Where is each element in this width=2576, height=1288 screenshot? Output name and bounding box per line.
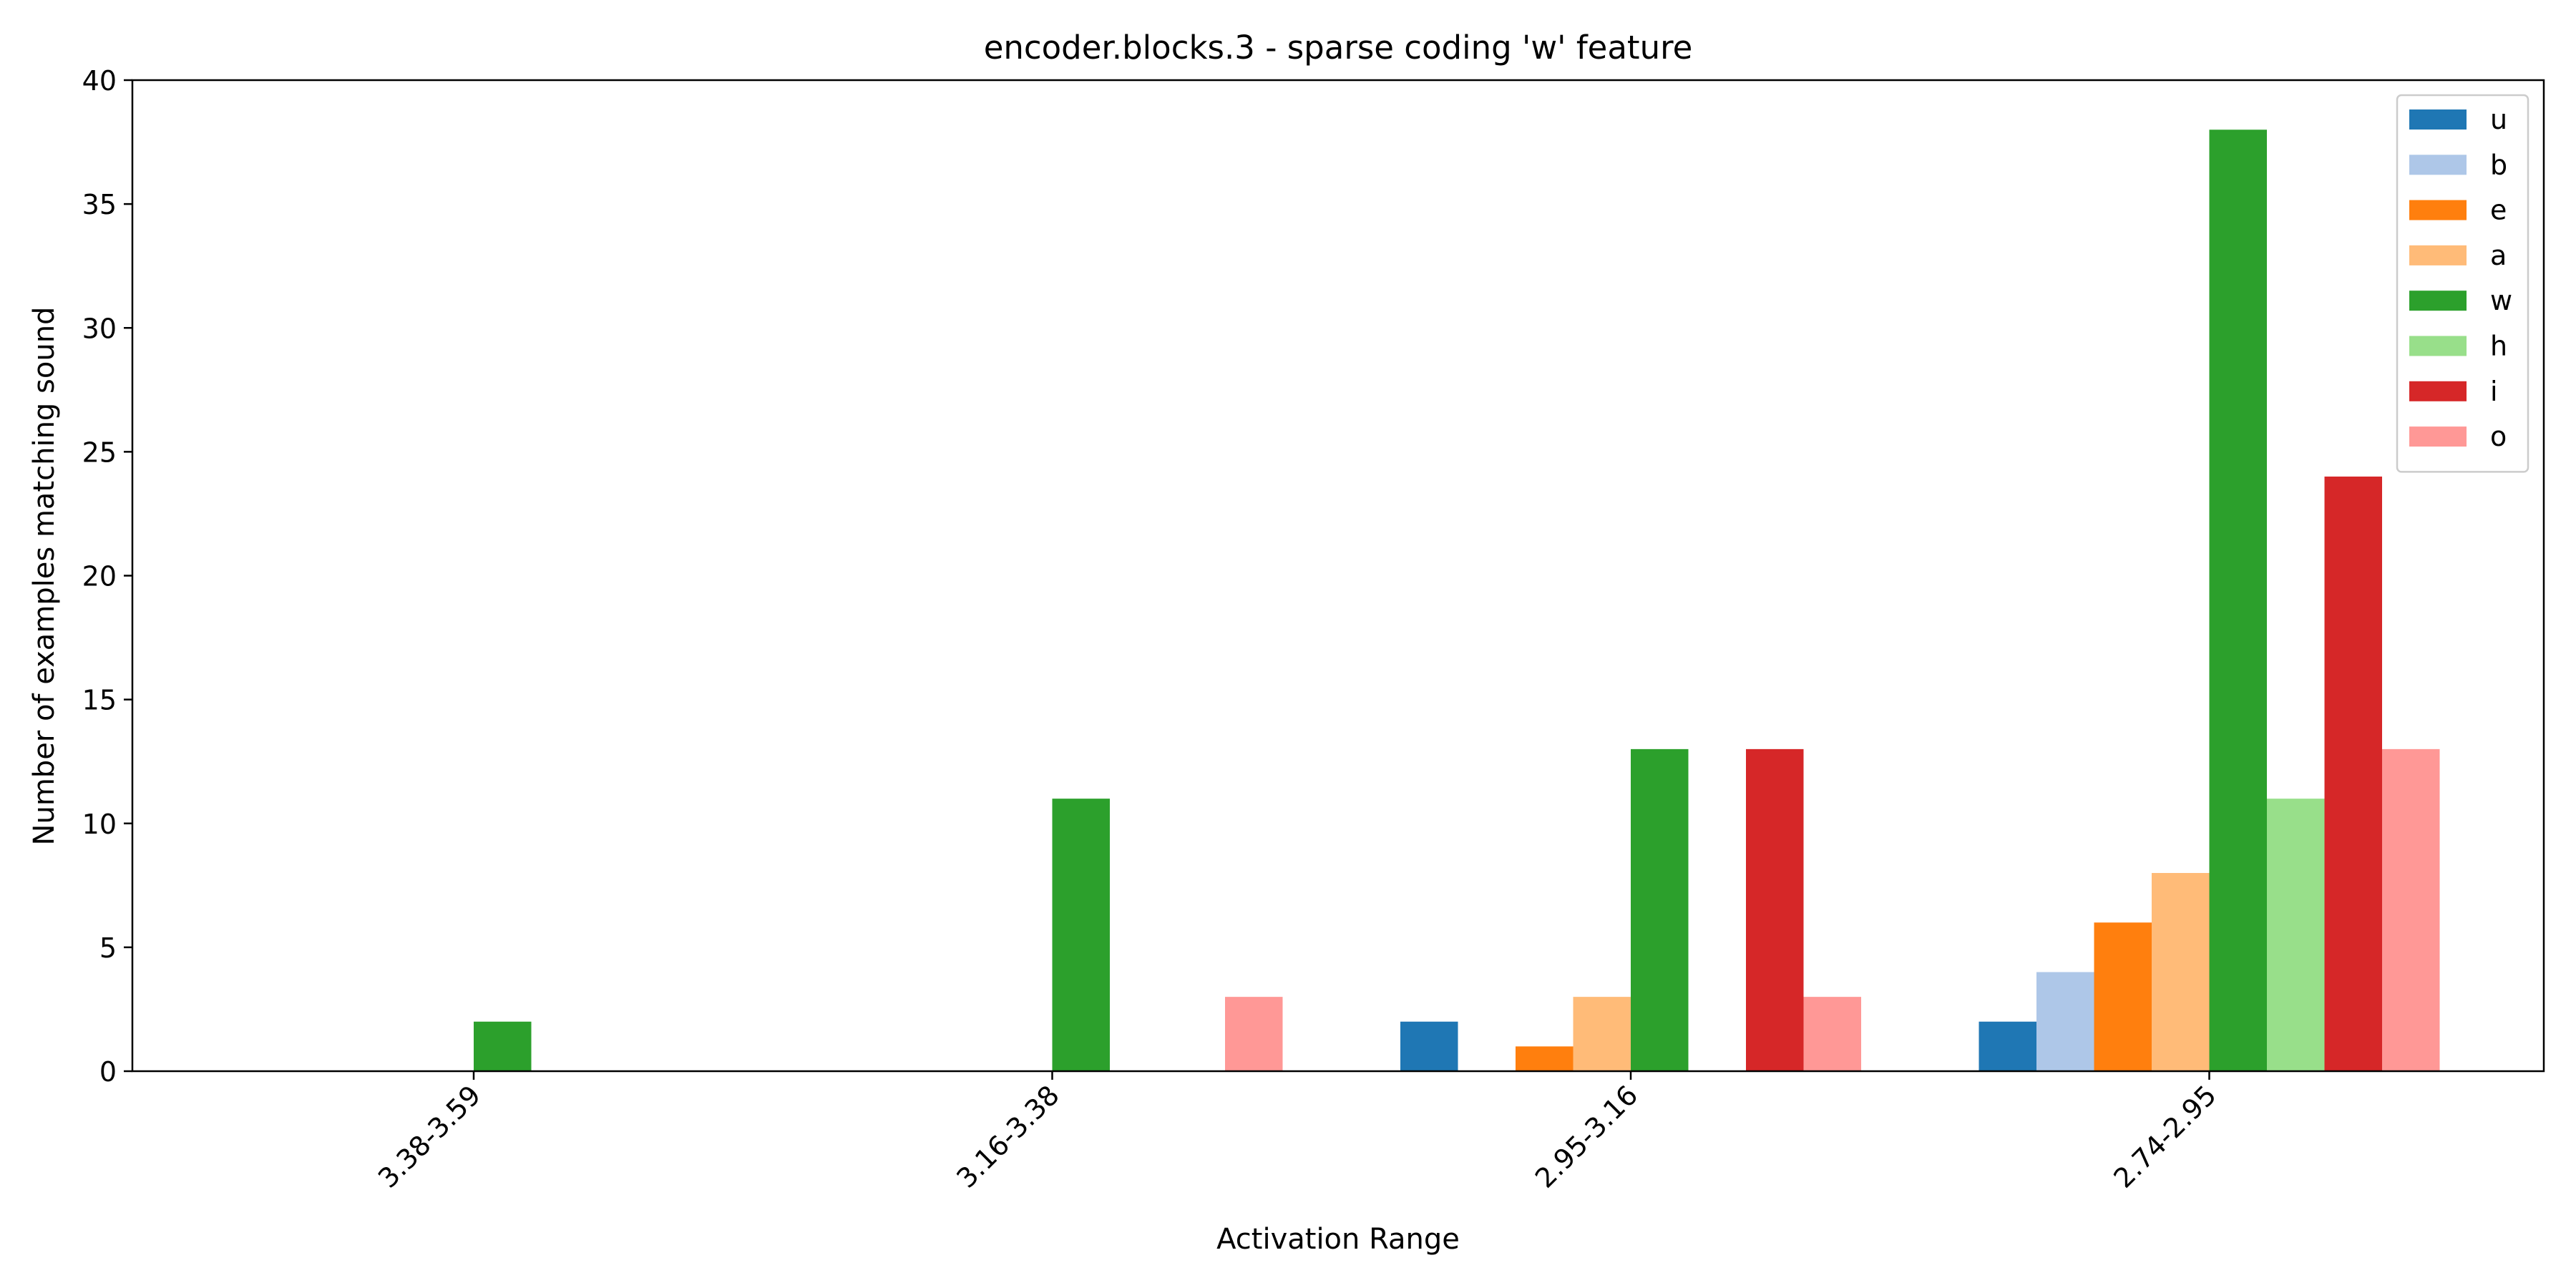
legend-swatch-u: [2409, 109, 2467, 130]
legend-swatch-i: [2409, 381, 2467, 401]
bar-w-2.95-3.16: [1631, 748, 1689, 1072]
bar-o-2.74-2.95: [2382, 748, 2440, 1072]
y-tick-label: 10: [82, 809, 117, 840]
bar-w-3.38-3.59: [474, 1021, 532, 1071]
y-tick-label: 15: [82, 685, 117, 716]
legend-label-a: a: [2490, 240, 2507, 271]
bar-i-2.95-3.16: [1746, 748, 1804, 1072]
bar-u-2.95-3.16: [1400, 1021, 1458, 1071]
y-tick-label: 40: [82, 65, 117, 97]
y-tick-label: 20: [82, 561, 117, 592]
legend-label-i: i: [2490, 376, 2498, 407]
bar-b-2.74-2.95: [2036, 972, 2094, 1071]
legend-swatch-b: [2409, 155, 2467, 175]
legend-label-h: h: [2490, 331, 2507, 362]
bar-e-2.95-3.16: [1516, 1046, 1574, 1072]
bar-w-2.74-2.95: [2209, 130, 2267, 1071]
legend-box: [2396, 94, 2529, 473]
legend-swatch-o: [2409, 426, 2467, 447]
bar-o-2.95-3.16: [1803, 997, 1861, 1072]
legend-swatch-e: [2409, 200, 2467, 220]
legend-label-u: u: [2490, 104, 2507, 135]
x-axis-label: Activation Range: [1216, 1223, 1460, 1256]
y-tick-label: 25: [82, 436, 117, 468]
y-tick-label: 30: [82, 313, 117, 344]
bar-u-2.74-2.95: [1979, 1021, 2036, 1071]
bar-e-2.74-2.95: [2094, 922, 2152, 1071]
y-axis-label: Number of examples matching sound: [28, 307, 61, 846]
y-tick-label: 5: [99, 932, 117, 964]
legend-label-b: b: [2490, 149, 2507, 180]
legend-label-o: o: [2490, 421, 2507, 452]
legend-swatch-a: [2409, 245, 2467, 265]
bar-a-2.95-3.16: [1573, 997, 1631, 1072]
y-tick-label: 0: [99, 1056, 117, 1088]
bar-a-2.74-2.95: [2152, 873, 2210, 1071]
y-tick-label: 35: [82, 189, 117, 220]
legend-label-w: w: [2490, 285, 2512, 316]
chart-title: encoder.blocks.3 - sparse coding 'w' fea…: [984, 29, 1693, 67]
bar-o-3.16-3.38: [1225, 997, 1283, 1072]
bar-i-2.74-2.95: [2324, 477, 2382, 1071]
legend-swatch-w: [2409, 291, 2467, 311]
legend-swatch-h: [2409, 336, 2467, 356]
bar-w-3.16-3.38: [1052, 799, 1110, 1072]
legend-label-e: e: [2490, 195, 2507, 226]
bars-layer: [474, 130, 2440, 1072]
bar-h-2.74-2.95: [2267, 799, 2325, 1072]
